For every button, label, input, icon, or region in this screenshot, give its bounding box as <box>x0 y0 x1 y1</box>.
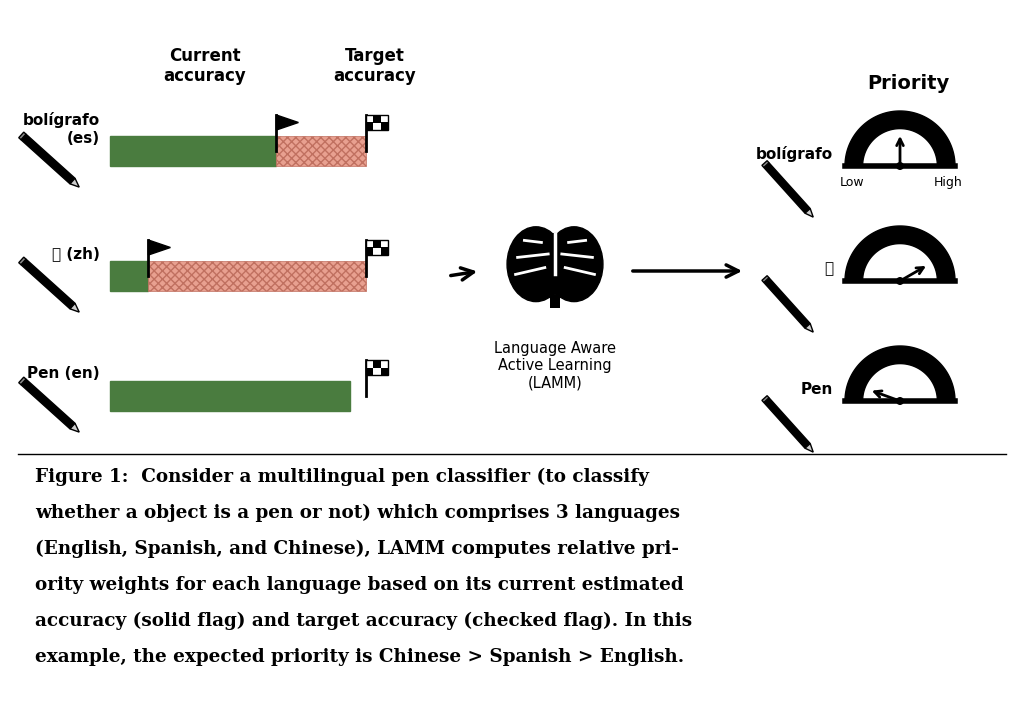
Polygon shape <box>764 163 810 213</box>
Polygon shape <box>805 324 813 332</box>
Bar <box>276 136 366 166</box>
Bar <box>366 240 388 255</box>
Polygon shape <box>70 423 79 432</box>
Bar <box>374 240 381 248</box>
Polygon shape <box>845 226 955 281</box>
Bar <box>381 367 388 375</box>
Bar <box>110 381 350 411</box>
Bar <box>550 295 560 309</box>
Bar <box>366 123 374 130</box>
Text: 笔 (zh): 笔 (zh) <box>52 247 100 261</box>
Polygon shape <box>20 134 75 184</box>
Bar <box>374 360 381 367</box>
Circle shape <box>897 278 903 285</box>
Bar <box>366 367 374 375</box>
Text: bolígrafo
(es): bolígrafo (es) <box>23 113 100 146</box>
Bar <box>366 360 388 375</box>
Text: Target
accuracy: Target accuracy <box>334 46 417 86</box>
Ellipse shape <box>507 227 565 301</box>
Polygon shape <box>18 132 26 139</box>
Ellipse shape <box>545 227 603 301</box>
Bar <box>148 261 366 291</box>
Text: example, the expected priority is Chinese > Spanish > English.: example, the expected priority is Chines… <box>35 648 684 666</box>
Bar <box>374 115 381 123</box>
Circle shape <box>897 398 903 404</box>
Text: Language Aware
Active Learning
(LAMM): Language Aware Active Learning (LAMM) <box>494 341 616 391</box>
Text: accuracy (solid flag) and target accuracy (checked flag). In this: accuracy (solid flag) and target accurac… <box>35 612 692 630</box>
Polygon shape <box>845 346 955 401</box>
Text: Current
accuracy: Current accuracy <box>164 46 247 86</box>
Text: bolígrafo: bolígrafo <box>756 146 833 162</box>
Bar <box>381 123 388 130</box>
Polygon shape <box>762 276 769 282</box>
Text: whether a object is a pen or not) which comprises 3 languages: whether a object is a pen or not) which … <box>35 504 680 522</box>
Text: High: High <box>934 176 963 189</box>
Bar <box>110 261 148 291</box>
Polygon shape <box>805 444 813 452</box>
Polygon shape <box>762 396 769 402</box>
Polygon shape <box>276 115 298 130</box>
Text: Pen (en): Pen (en) <box>28 367 100 381</box>
Text: 笔: 笔 <box>824 261 833 277</box>
Polygon shape <box>70 179 79 187</box>
Bar <box>381 248 388 255</box>
Text: Low: Low <box>840 176 864 189</box>
Text: Figure 1:  Consider a multilingual pen classifier (to classify: Figure 1: Consider a multilingual pen cl… <box>35 468 649 486</box>
Bar <box>366 248 374 255</box>
Polygon shape <box>18 377 26 385</box>
Text: ority weights for each language based on its current estimated: ority weights for each language based on… <box>35 576 684 594</box>
Polygon shape <box>845 111 955 166</box>
Text: (English, Spanish, and Chinese), LAMM computes relative pri-: (English, Spanish, and Chinese), LAMM co… <box>35 540 679 558</box>
Polygon shape <box>762 160 769 168</box>
Polygon shape <box>18 257 26 265</box>
Text: Pen: Pen <box>801 381 833 396</box>
Polygon shape <box>70 303 79 312</box>
Polygon shape <box>764 398 810 448</box>
Polygon shape <box>764 278 810 328</box>
Text: Priority: Priority <box>867 74 949 93</box>
Polygon shape <box>20 259 75 309</box>
Polygon shape <box>148 240 170 255</box>
Bar <box>110 136 276 166</box>
Bar <box>366 115 388 130</box>
Circle shape <box>897 163 903 169</box>
Polygon shape <box>805 208 813 217</box>
Ellipse shape <box>538 234 572 295</box>
Polygon shape <box>20 379 75 429</box>
